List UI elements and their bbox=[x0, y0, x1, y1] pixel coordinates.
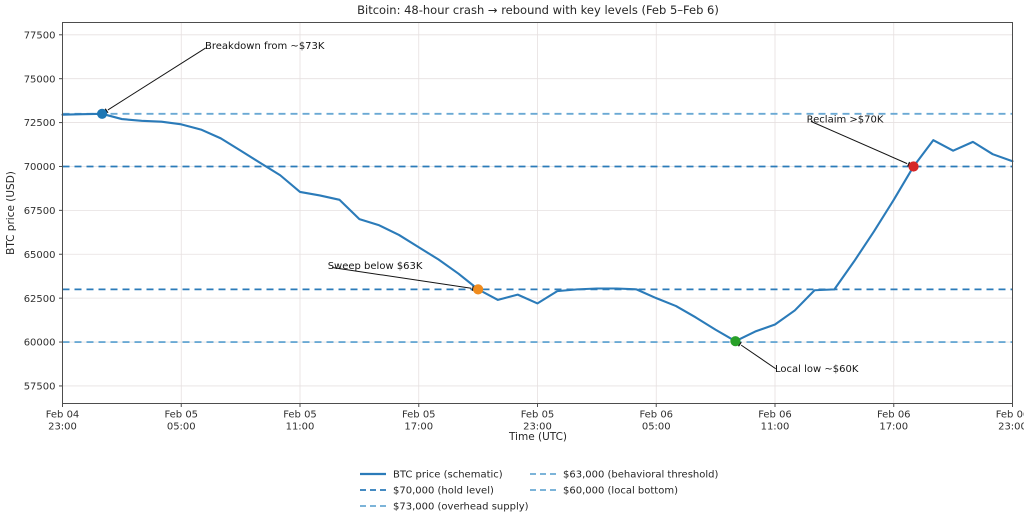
y-tick-label: 70000 bbox=[24, 162, 56, 173]
legend-label: BTC price (schematic) bbox=[393, 470, 503, 481]
y-axis-label: BTC price (USD) bbox=[5, 171, 17, 255]
x-tick-label: Feb 06 17:00 bbox=[877, 410, 911, 433]
y-tick-label: 75000 bbox=[24, 74, 56, 85]
annotation-arrow bbox=[332, 266, 472, 289]
chart-title: Bitcoin: 48-hour crash → rebound with ke… bbox=[357, 3, 719, 17]
y-tick-label: 62500 bbox=[24, 294, 56, 305]
x-tick-label: Feb 05 05:00 bbox=[164, 410, 198, 433]
legend-label: $70,000 (hold level) bbox=[393, 486, 494, 497]
y-axis-ticks: 57500 60000 62500 65000 67500 70000 72500 75000… bbox=[24, 30, 63, 393]
chart-legend: BTC price (schematic) $70,000 (hold level… bbox=[360, 470, 719, 513]
annotation-arrow bbox=[740, 344, 777, 370]
x-tick-label: Feb 04 23:00 bbox=[46, 410, 80, 433]
legend-label: $60,000 (local bottom) bbox=[563, 486, 678, 497]
legend-label: $63,000 (behavioral threshold) bbox=[563, 470, 719, 481]
x-axis-label: Time (UTC) bbox=[508, 431, 567, 443]
x-tick-label: Feb 05 17:00 bbox=[402, 410, 436, 433]
x-tick-label: Feb 06 11:00 bbox=[758, 410, 792, 433]
y-tick-label: 67500 bbox=[24, 206, 56, 217]
y-tick-label: 57500 bbox=[24, 382, 56, 393]
key-level-lines bbox=[62, 112, 1013, 343]
price-line bbox=[61, 112, 1014, 343]
annotation-marker bbox=[730, 336, 741, 347]
price-series bbox=[61, 112, 1014, 343]
x-tick-label: Feb 0623:00 bbox=[996, 410, 1024, 433]
annotation-label: Local low ~$60K bbox=[775, 364, 859, 375]
annotation-arrow bbox=[107, 47, 207, 111]
y-tick-label: 77500 bbox=[24, 30, 56, 41]
y-tick-label: 65000 bbox=[24, 250, 56, 261]
annotation-marker bbox=[908, 161, 919, 172]
x-tick-label: Feb 06 05:00 bbox=[639, 410, 673, 433]
y-tick-label: 60000 bbox=[24, 338, 56, 349]
y-tick-label: 72500 bbox=[24, 118, 56, 129]
annotation-arrow bbox=[810, 120, 908, 165]
plot-frame bbox=[62, 22, 1013, 404]
annotation-label: Sweep below $63K bbox=[328, 261, 423, 272]
x-axis-ticks: Feb 04 23:00 Feb 05 05:00 Feb 05 11:00 Feb 05 1… bbox=[46, 403, 1024, 433]
x-tick-label: Feb 05 11:00 bbox=[283, 410, 317, 433]
annotation-label: Reclaim >$70K bbox=[807, 115, 884, 126]
legend-label: $73,000 (overhead supply) bbox=[393, 502, 529, 513]
x-tick-label: Feb 05 23:00 bbox=[521, 410, 555, 433]
annotation-marker bbox=[96, 108, 108, 119]
annotations: Breakdown from ~$73K Sweep below $63K Loca… bbox=[96, 41, 919, 375]
annotation-label: Breakdown from ~$73K bbox=[205, 41, 325, 52]
annotation-marker bbox=[473, 284, 484, 295]
